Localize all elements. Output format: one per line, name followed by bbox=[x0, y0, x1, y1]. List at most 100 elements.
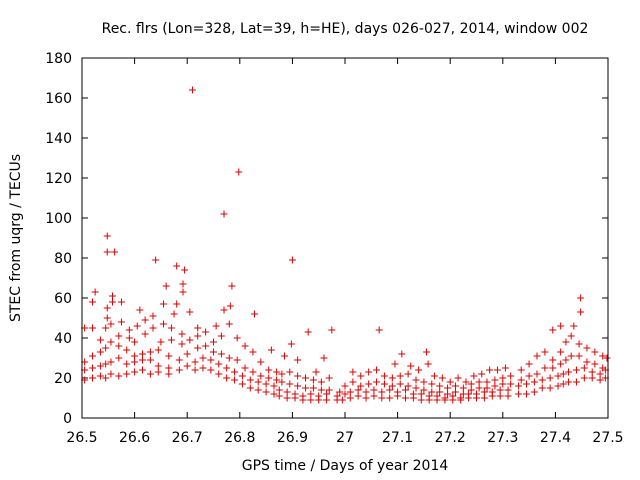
data-point-plus-marker bbox=[103, 314, 111, 322]
data-point-plus-marker bbox=[409, 390, 417, 398]
data-point-plus-marker bbox=[488, 388, 496, 396]
data-point-plus-marker bbox=[273, 368, 281, 376]
data-point-plus-marker bbox=[115, 354, 123, 362]
data-point-plus-marker bbox=[257, 372, 265, 380]
data-point-plus-marker bbox=[583, 358, 591, 366]
data-point-plus-marker bbox=[294, 382, 302, 390]
data-point-plus-marker bbox=[380, 380, 388, 388]
data-point-plus-marker bbox=[404, 370, 412, 378]
data-point-plus-marker bbox=[541, 348, 549, 356]
data-point-plus-marker bbox=[141, 330, 149, 338]
data-point-plus-marker bbox=[238, 372, 246, 380]
data-point-plus-marker bbox=[173, 262, 181, 270]
data-point-plus-marker bbox=[446, 378, 454, 386]
data-point-plus-marker bbox=[557, 348, 565, 356]
data-point-plus-marker bbox=[283, 388, 291, 396]
data-point-plus-marker bbox=[115, 332, 123, 340]
data-point-plus-marker bbox=[199, 364, 207, 372]
data-point-plus-marker bbox=[462, 378, 470, 386]
data-point-plus-marker bbox=[287, 340, 295, 348]
data-point-plus-marker bbox=[554, 382, 562, 390]
data-point-plus-marker bbox=[465, 390, 473, 398]
data-point-plus-marker bbox=[433, 392, 441, 400]
data-point-plus-marker bbox=[599, 352, 607, 360]
data-point-plus-marker bbox=[231, 376, 239, 384]
data-point-plus-marker bbox=[178, 330, 186, 338]
data-point-plus-marker bbox=[173, 300, 181, 308]
data-point-plus-marker bbox=[123, 360, 131, 368]
data-point-plus-marker bbox=[423, 348, 431, 356]
data-point-plus-marker bbox=[525, 372, 533, 380]
data-point-plus-marker bbox=[362, 388, 370, 396]
data-point-plus-marker bbox=[273, 376, 281, 384]
data-point-plus-marker bbox=[430, 372, 438, 380]
data-point-plus-marker bbox=[444, 384, 452, 392]
data-point-plus-marker bbox=[294, 356, 302, 364]
data-point-plus-marker bbox=[233, 334, 241, 342]
data-point-plus-marker bbox=[96, 372, 104, 380]
data-point-plus-marker bbox=[530, 388, 538, 396]
data-point-plus-marker bbox=[591, 348, 599, 356]
data-point-plus-marker bbox=[417, 390, 425, 398]
data-point-plus-marker bbox=[394, 388, 402, 396]
data-point-plus-marker bbox=[109, 292, 117, 300]
data-point-plus-marker bbox=[152, 256, 160, 264]
data-point-plus-marker bbox=[215, 370, 223, 378]
data-point-plus-marker bbox=[207, 356, 215, 364]
data-point-plus-marker bbox=[596, 370, 604, 378]
data-point-plus-marker bbox=[449, 392, 457, 400]
y-tick-label: 100 bbox=[45, 211, 72, 227]
data-point-plus-marker bbox=[199, 354, 207, 362]
data-point-plus-marker bbox=[365, 380, 373, 388]
data-point-plus-marker bbox=[223, 374, 231, 382]
data-point-plus-marker bbox=[125, 326, 133, 334]
data-point-plus-marker bbox=[194, 324, 202, 332]
data-point-plus-marker bbox=[131, 338, 139, 346]
data-point-plus-marker bbox=[538, 384, 546, 392]
x-tick-label: 26.6 bbox=[119, 430, 150, 446]
data-point-plus-marker bbox=[115, 342, 123, 350]
data-point-plus-marker bbox=[475, 384, 483, 392]
axis-ticks: 26.5 26.6 26.7 26.8 26.9 27 27.1 27.2 27.3 27.4 27… bbox=[45, 51, 623, 446]
data-point-plus-marker bbox=[533, 370, 541, 378]
data-point-plus-marker bbox=[286, 380, 294, 388]
data-point-plus-marker bbox=[386, 394, 394, 402]
data-point-plus-marker bbox=[131, 358, 139, 366]
data-point-plus-marker bbox=[325, 386, 333, 394]
data-point-plus-marker bbox=[210, 348, 217, 356]
data-point-plus-marker bbox=[146, 348, 154, 356]
data-point-plus-marker bbox=[191, 366, 199, 374]
data-point-plus-marker bbox=[103, 304, 111, 312]
data-point-plus-marker bbox=[179, 288, 187, 296]
data-point-plus-marker bbox=[183, 362, 191, 370]
data-point-plus-marker bbox=[522, 380, 530, 388]
data-point-plus-marker bbox=[425, 392, 433, 400]
data-point-plus-marker bbox=[380, 372, 388, 380]
data-point-plus-marker bbox=[436, 388, 444, 396]
data-point-plus-marker bbox=[191, 358, 199, 366]
data-point-plus-marker bbox=[451, 382, 459, 390]
data-point-plus-marker bbox=[291, 390, 299, 398]
data-point-plus-marker bbox=[246, 376, 254, 384]
data-point-plus-marker bbox=[138, 350, 146, 358]
data-point-plus-marker bbox=[546, 384, 554, 392]
y-tick-label: 140 bbox=[45, 131, 72, 147]
data-point-plus-marker bbox=[557, 360, 565, 368]
data-point-plus-marker bbox=[496, 392, 504, 400]
data-point-plus-marker bbox=[451, 388, 459, 396]
data-point-plus-marker bbox=[254, 386, 262, 394]
data-point-plus-marker bbox=[103, 232, 111, 240]
data-point-plus-marker bbox=[228, 282, 236, 290]
data-point-plus-marker bbox=[267, 346, 275, 354]
data-point-plus-marker bbox=[162, 282, 170, 290]
data-point-plus-marker bbox=[546, 374, 554, 382]
data-point-plus-marker bbox=[323, 396, 331, 404]
data-point-plus-marker bbox=[475, 378, 483, 386]
data-point-plus-marker bbox=[415, 366, 423, 374]
x-tick-label: 27.5 bbox=[592, 430, 623, 446]
data-point-plus-marker bbox=[591, 360, 599, 368]
data-point-plus-marker bbox=[275, 392, 283, 400]
data-point-plus-marker bbox=[603, 354, 611, 362]
data-point-plus-marker bbox=[138, 366, 146, 374]
data-point-plus-marker bbox=[235, 168, 243, 176]
